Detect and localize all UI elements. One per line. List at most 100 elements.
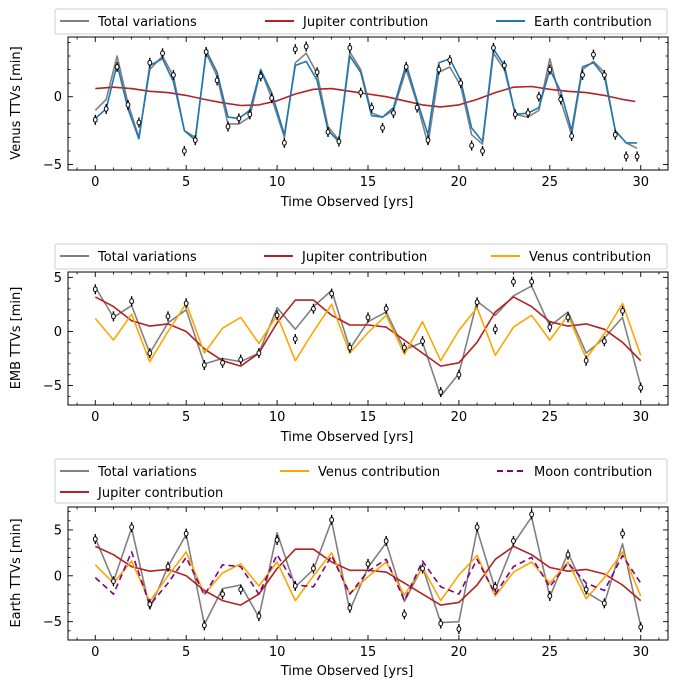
data-point — [314, 69, 320, 76]
x-tick-label: 30 — [632, 410, 649, 425]
data-point — [469, 142, 475, 149]
data-point — [620, 530, 625, 537]
data-point — [201, 622, 207, 629]
data-point — [414, 104, 420, 111]
data-point — [420, 565, 425, 572]
data-point — [292, 582, 298, 589]
data-point — [623, 153, 629, 160]
x-tick-label: 0 — [91, 175, 99, 190]
data-point — [547, 593, 553, 599]
data-point — [329, 516, 335, 523]
data-point — [620, 308, 625, 314]
x-tick-label: 0 — [91, 410, 99, 425]
legend-box — [54, 243, 668, 270]
data-point — [256, 350, 262, 356]
data-point — [225, 123, 231, 130]
data-point — [511, 538, 516, 544]
data-point — [269, 95, 275, 101]
axes-frame — [67, 36, 669, 171]
legend-label-total: Total variations — [97, 250, 197, 265]
data-point — [436, 66, 442, 73]
data-point — [292, 336, 298, 342]
x-tick-label: 10 — [269, 645, 286, 660]
data-point — [183, 530, 189, 537]
data-point — [480, 148, 485, 154]
x-tick-label: 25 — [542, 645, 559, 660]
data-point — [111, 578, 116, 585]
series-line — [94, 551, 642, 603]
data-point — [638, 624, 644, 631]
legend-label-jupiter: Jupiter contribution — [97, 486, 223, 501]
series-line — [94, 48, 638, 144]
data-point — [92, 536, 98, 543]
data-point — [492, 583, 498, 590]
data-point — [347, 344, 353, 351]
data-point — [171, 72, 176, 78]
data-point — [329, 290, 335, 297]
data-point — [425, 137, 431, 144]
panel-venus: Total variations Jupiter contribution Ea… — [9, 8, 669, 210]
data-point — [380, 125, 385, 131]
data-point — [220, 591, 225, 598]
data-point — [383, 305, 389, 312]
data-point — [547, 66, 553, 73]
y-tick-label: −5 — [43, 158, 62, 173]
x-tick-label: 30 — [632, 645, 649, 660]
data-point — [612, 131, 618, 138]
data-point — [536, 93, 542, 100]
data-point — [347, 44, 353, 51]
x-tick-label: 20 — [451, 410, 468, 425]
data-point — [160, 50, 165, 57]
x-tick-label: 10 — [269, 410, 286, 425]
data-point — [580, 72, 585, 78]
x-tick-label: 5 — [182, 645, 190, 660]
data-point — [583, 586, 589, 593]
y-tick-label: 5 — [54, 523, 62, 538]
x-tick-label: 25 — [542, 175, 559, 190]
data-point — [420, 338, 425, 345]
data-point — [147, 601, 153, 608]
data-point — [456, 626, 462, 632]
data-point — [401, 344, 407, 351]
x-tick-label: 20 — [451, 645, 468, 660]
data-point — [529, 278, 535, 285]
data-point — [136, 119, 142, 126]
data-point — [369, 104, 375, 111]
axes-frame — [67, 271, 669, 406]
legend-label-jupiter: Jupiter contribution — [302, 15, 428, 30]
data-point — [181, 148, 187, 154]
data-point — [438, 389, 444, 395]
y-tick-label: 0 — [54, 90, 62, 105]
data-point — [303, 43, 309, 50]
y-axis-label: Earth TTVs [min] — [9, 518, 24, 627]
data-point — [347, 604, 353, 611]
data-point — [147, 59, 153, 66]
data-point — [311, 305, 316, 312]
x-axis-label: Time Observed [yrs] — [280, 195, 414, 210]
data-point — [256, 613, 262, 620]
data-point — [201, 362, 207, 368]
data-point — [92, 286, 98, 293]
legend-label-moon: Moon contribution — [534, 465, 652, 480]
data-point — [474, 524, 480, 531]
data-point — [258, 73, 264, 80]
legend-label-jupiter: Jupiter contribution — [301, 250, 427, 265]
series-line — [95, 85, 636, 108]
data-point — [529, 511, 535, 518]
y-axis-label: EMB TTVs [min] — [9, 287, 24, 390]
data-point — [365, 560, 371, 567]
data-point — [511, 278, 516, 285]
y-tick-label: 0 — [54, 325, 62, 340]
data-point — [492, 326, 498, 333]
y-tick-label: 0 — [54, 569, 62, 584]
data-point — [281, 139, 287, 146]
x-tick-label: 30 — [632, 175, 649, 190]
data-point — [601, 72, 607, 78]
x-axis-label: Time Observed [yrs] — [280, 430, 414, 445]
x-tick-label: 10 — [269, 175, 286, 190]
data-point — [92, 116, 98, 123]
x-axis-label: Time Observed [yrs] — [280, 664, 414, 679]
data-point — [274, 312, 280, 319]
